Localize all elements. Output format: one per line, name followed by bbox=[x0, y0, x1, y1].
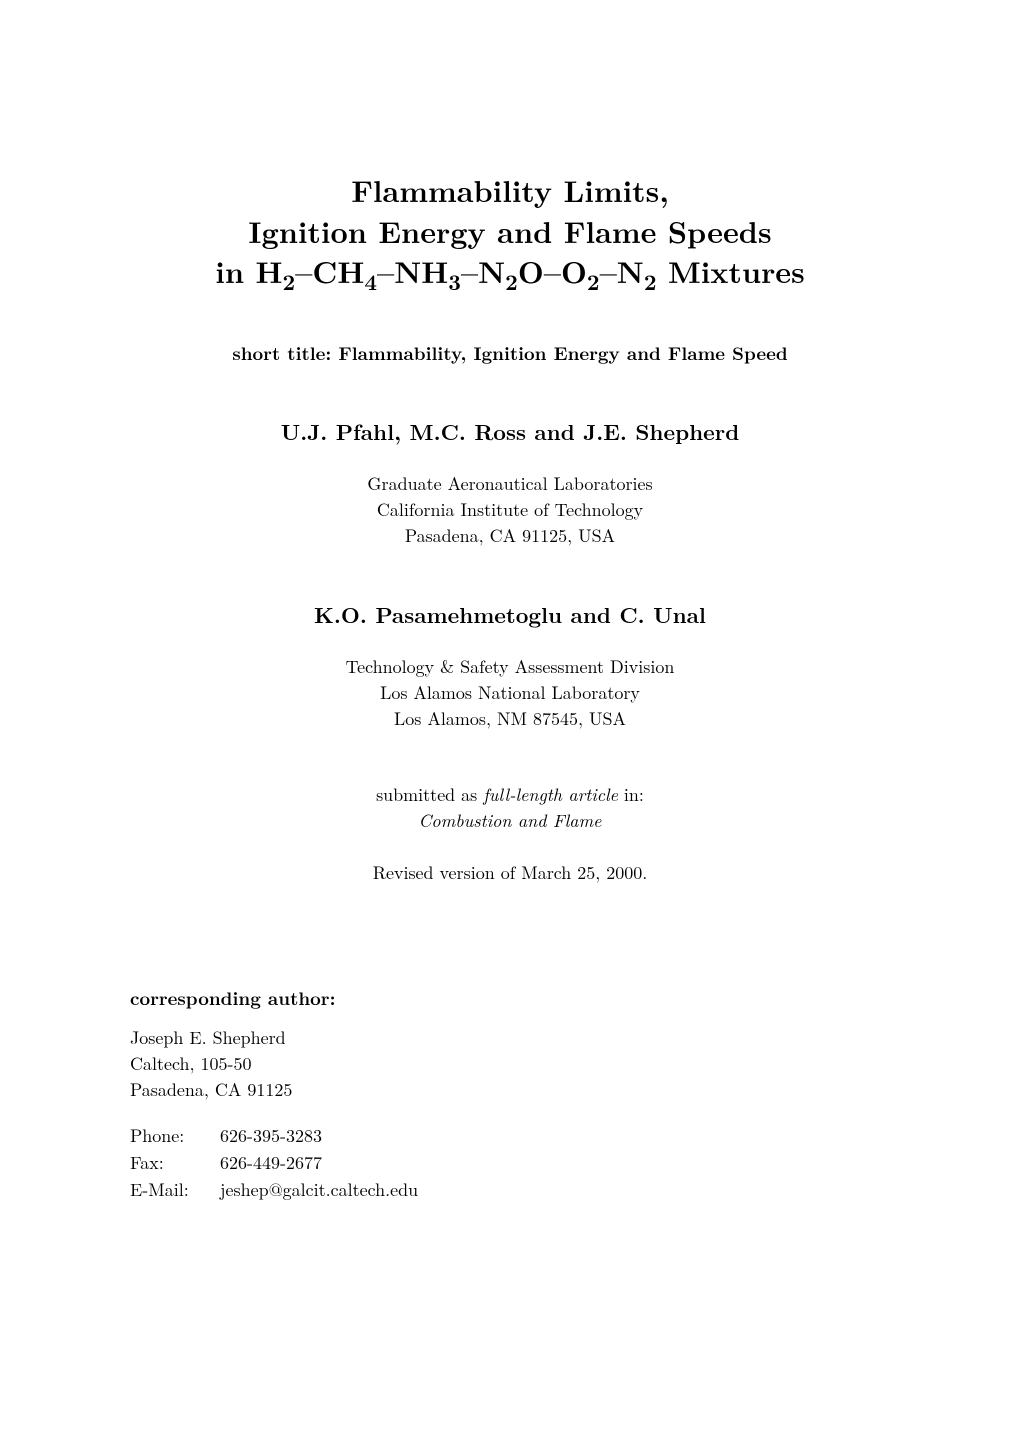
title-h2-sub: 2 bbox=[283, 266, 296, 297]
contact-phone-row: Phone: 626-395-3283 bbox=[130, 1122, 890, 1149]
title-suffix: Mixtures bbox=[656, 249, 804, 292]
title-n2-n: –N bbox=[600, 249, 644, 292]
authors-2: K.O. Pasamehmetoglu and C. Unal bbox=[130, 599, 890, 630]
affiliation-2-line-1: Technology & Safety Assessment Division bbox=[130, 654, 890, 680]
affiliation-2-line-3: Los Alamos, NM 87545, USA bbox=[130, 706, 890, 732]
contact-phone-key: Phone: bbox=[130, 1122, 220, 1149]
title-o: O–O bbox=[518, 249, 587, 292]
title-nh: –NH bbox=[377, 249, 448, 292]
authors-1: U.J. Pfahl, M.C. Ross and J.E. Shepherd bbox=[130, 416, 890, 447]
contact-phone-val: 626-395-3283 bbox=[220, 1122, 322, 1149]
title-line-2: Ignition Energy and Flame Speeds bbox=[130, 211, 890, 252]
submitted-mid: in: bbox=[618, 782, 644, 807]
affiliation-1-line-3: Pasadena, CA 91125, USA bbox=[130, 523, 890, 549]
affiliation-2-line-2: Los Alamos National Laboratory bbox=[130, 680, 890, 706]
corresponding-name: Joseph E. Shepherd bbox=[130, 1025, 890, 1051]
affiliation-1-line-2: California Institute of Technology bbox=[130, 497, 890, 523]
affiliation-1-line-1: Graduate Aeronautical Laboratories bbox=[130, 471, 890, 497]
affiliation-2: Technology & Safety Assessment Division … bbox=[130, 654, 890, 732]
short-title: short title: Flammability, Ignition Ener… bbox=[130, 340, 890, 366]
corresponding-addr-1: Caltech, 105-50 bbox=[130, 1051, 890, 1077]
submitted-prefix: submitted as bbox=[376, 782, 483, 807]
corresponding-label: corresponding author: bbox=[130, 985, 890, 1011]
title-o2-sub: 2 bbox=[587, 266, 600, 297]
submitted-italic-1: full-length article bbox=[483, 782, 618, 807]
contact-email-row: E-Mail: jeshep@galcit.caltech.edu bbox=[130, 1176, 890, 1203]
contact-fax-row: Fax: 626-449-2677 bbox=[130, 1149, 890, 1176]
contact-email-key: E-Mail: bbox=[130, 1176, 220, 1203]
submitted-journal: Combustion and Flame bbox=[130, 808, 890, 834]
affiliation-1: Graduate Aeronautical Laboratories Calif… bbox=[130, 471, 890, 549]
contact-fax-val: 626-449-2677 bbox=[220, 1149, 322, 1176]
title-ch: –CH bbox=[295, 249, 364, 292]
title-nh3-sub: 3 bbox=[448, 266, 461, 297]
title-line-3: in H2–CH4–NH3–N2O–O2–N2 Mixtures bbox=[130, 251, 890, 292]
contact-email-val: jeshep@galcit.caltech.edu bbox=[220, 1176, 418, 1203]
title-n2o-sub: 2 bbox=[505, 266, 518, 297]
title-block: Flammability Limits, Ignition Energy and… bbox=[130, 170, 890, 292]
title-line-3-prefix: in H bbox=[215, 249, 282, 292]
submitted-line-1: submitted as full-length article in: bbox=[130, 782, 890, 808]
title-line-1: Flammability Limits, bbox=[130, 170, 890, 211]
revised-line: Revised version of March 25, 2000. bbox=[130, 860, 890, 885]
corresponding-addr-2: Pasadena, CA 91125 bbox=[130, 1077, 890, 1103]
corresponding-name-block: Joseph E. Shepherd Caltech, 105-50 Pasad… bbox=[130, 1025, 890, 1103]
title-n2o-n: –N bbox=[461, 249, 505, 292]
contact-table: Phone: 626-395-3283 Fax: 626-449-2677 E-… bbox=[130, 1122, 890, 1203]
contact-fax-key: Fax: bbox=[130, 1149, 220, 1176]
title-n2-sub: 2 bbox=[644, 266, 657, 297]
page-content: Flammability Limits, Ignition Energy and… bbox=[0, 0, 1020, 1303]
title-ch4-sub: 4 bbox=[364, 266, 377, 297]
submitted-block: submitted as full-length article in: Com… bbox=[130, 782, 890, 834]
